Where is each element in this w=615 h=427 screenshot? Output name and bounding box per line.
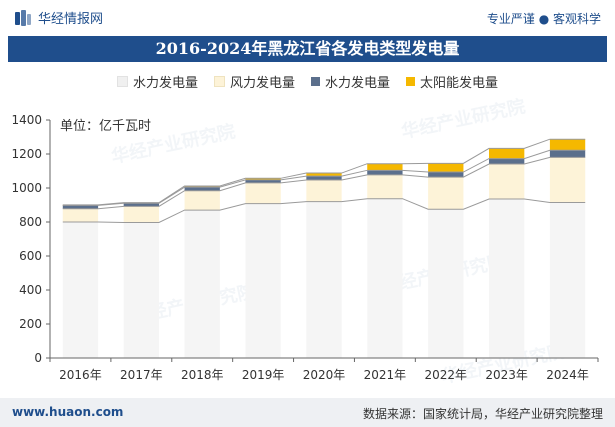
legend-swatch-hydro bbox=[311, 77, 320, 86]
bar-series1-4 bbox=[306, 180, 342, 202]
legend-swatch-thermal bbox=[116, 76, 128, 87]
bar-series2-4 bbox=[306, 176, 342, 181]
bar-series1-1 bbox=[123, 206, 159, 223]
bar-series1-5 bbox=[367, 174, 403, 199]
x-tick-label-8: 2024年 bbox=[546, 368, 589, 382]
x-tick-label-7: 2023年 bbox=[485, 368, 528, 382]
chart-legend: 水力发电量 风力发电量 水力发电量 太阳能发电量 bbox=[0, 72, 615, 91]
bar-series3-7 bbox=[489, 148, 525, 159]
legend-label-hydro: 水力发电量 bbox=[325, 76, 391, 91]
legend-label-wind: 风力发电量 bbox=[229, 76, 295, 91]
y-tick-label-5: 1000 bbox=[11, 181, 42, 195]
bar-series2-8 bbox=[549, 150, 586, 158]
cumulative-lines-layer bbox=[62, 138, 586, 224]
legend-item-solar: 太阳能发电量 bbox=[406, 72, 498, 91]
bar-series2-1 bbox=[123, 203, 159, 207]
cumulative-line-2 bbox=[62, 149, 586, 206]
bar-series0-6 bbox=[428, 209, 464, 358]
x-tick-label-0: 2016年 bbox=[59, 368, 102, 382]
x-tick-label-1: 2017年 bbox=[120, 368, 163, 382]
bar-series2-0 bbox=[62, 205, 99, 209]
x-tick-label-6: 2022年 bbox=[425, 368, 468, 382]
legend-swatch-wind bbox=[213, 76, 225, 87]
legend-label-thermal: 水力发电量 bbox=[132, 76, 198, 91]
bar-series2-6 bbox=[428, 172, 464, 178]
legend-swatch-solar bbox=[406, 77, 416, 86]
x-tick-label-3: 2019年 bbox=[242, 368, 285, 382]
brand-name: 华经情报网 bbox=[38, 12, 104, 27]
bar-series1-7 bbox=[489, 164, 525, 200]
x-tick-label-2: 2018年 bbox=[181, 368, 224, 382]
bar-series2-2 bbox=[184, 187, 220, 191]
legend-item-wind: 风力发电量 bbox=[213, 72, 295, 91]
stacked-bar-chart: 0 200 400 600 800 1000 1200 1400 2016年 2017年 2018年… bbox=[11, 113, 599, 382]
unit-label: 单位：亿千瓦时 bbox=[60, 119, 151, 134]
cumulative-line-1 bbox=[62, 156, 586, 210]
bar-series2-7 bbox=[489, 158, 525, 165]
y-tick-label-2: 400 bbox=[19, 283, 42, 297]
y-tick-label-7: 1400 bbox=[11, 113, 42, 127]
bar-series0-1 bbox=[123, 222, 159, 358]
bar-series0-7 bbox=[489, 199, 525, 358]
top-bar: 华经情报网 专业严谨 ● 客观科学 bbox=[0, 0, 615, 34]
bar-series2-3 bbox=[245, 179, 281, 183]
bar-series3-5 bbox=[367, 163, 403, 171]
x-tick-label-5: 2021年 bbox=[364, 368, 407, 382]
legend-item-hydro: 水力发电量 bbox=[311, 72, 390, 91]
bar-series3-6 bbox=[428, 163, 464, 173]
bar-series0-8 bbox=[549, 202, 586, 358]
bar-series3-2 bbox=[184, 185, 220, 188]
bars-layer bbox=[62, 139, 586, 358]
footer: www.huaon.com 数据来源：国家统计局，华经产业研究院整理 bbox=[0, 398, 615, 427]
bar-series3-4 bbox=[306, 173, 342, 177]
cumulative-line-3 bbox=[62, 138, 586, 206]
bar-series0-0 bbox=[62, 222, 99, 358]
y-tick-label-1: 200 bbox=[19, 317, 42, 331]
tagline: 专业严谨 ● 客观科学 bbox=[486, 12, 601, 26]
bar-series0-4 bbox=[306, 201, 342, 358]
bar-series0-5 bbox=[367, 198, 403, 358]
bar-series3-3 bbox=[245, 178, 281, 180]
footer-website: www.huaon.com bbox=[12, 405, 124, 419]
legend-label-solar: 太阳能发电量 bbox=[420, 76, 499, 91]
bar-series1-0 bbox=[62, 208, 99, 222]
chart-title: 2016-2024年黑龙江省各发电类型发电量 bbox=[155, 39, 460, 58]
y-tick-label-4: 800 bbox=[19, 215, 42, 229]
y-tick-label-3: 600 bbox=[19, 249, 42, 263]
x-tick-label-4: 2020年 bbox=[303, 368, 346, 382]
bar-series1-8 bbox=[549, 157, 586, 203]
bar-series1-3 bbox=[245, 182, 281, 204]
cumulative-line-0 bbox=[62, 198, 586, 224]
y-tick-label-6: 1200 bbox=[11, 147, 42, 161]
bar-series0-3 bbox=[245, 203, 281, 358]
bar-series2-5 bbox=[367, 170, 403, 175]
brand: 华经情报网 bbox=[14, 8, 103, 27]
footer-source: 数据来源：国家统计局，华经产业研究院整理 bbox=[362, 407, 603, 421]
huajing-logo-icon bbox=[14, 9, 32, 27]
title-bar: 2016-2024年黑龙江省各发电类型发电量 bbox=[8, 36, 607, 62]
bar-series0-2 bbox=[184, 210, 220, 358]
bar-series1-6 bbox=[428, 177, 464, 210]
axes-layer: 0 200 400 600 800 1000 1200 1400 2016年 2017年 2018年… bbox=[11, 113, 599, 382]
y-tick-label-0: 0 bbox=[34, 351, 42, 365]
bar-series1-2 bbox=[184, 190, 220, 211]
bar-series3-8 bbox=[549, 139, 586, 151]
legend-item-thermal: 水力发电量 bbox=[116, 72, 198, 91]
